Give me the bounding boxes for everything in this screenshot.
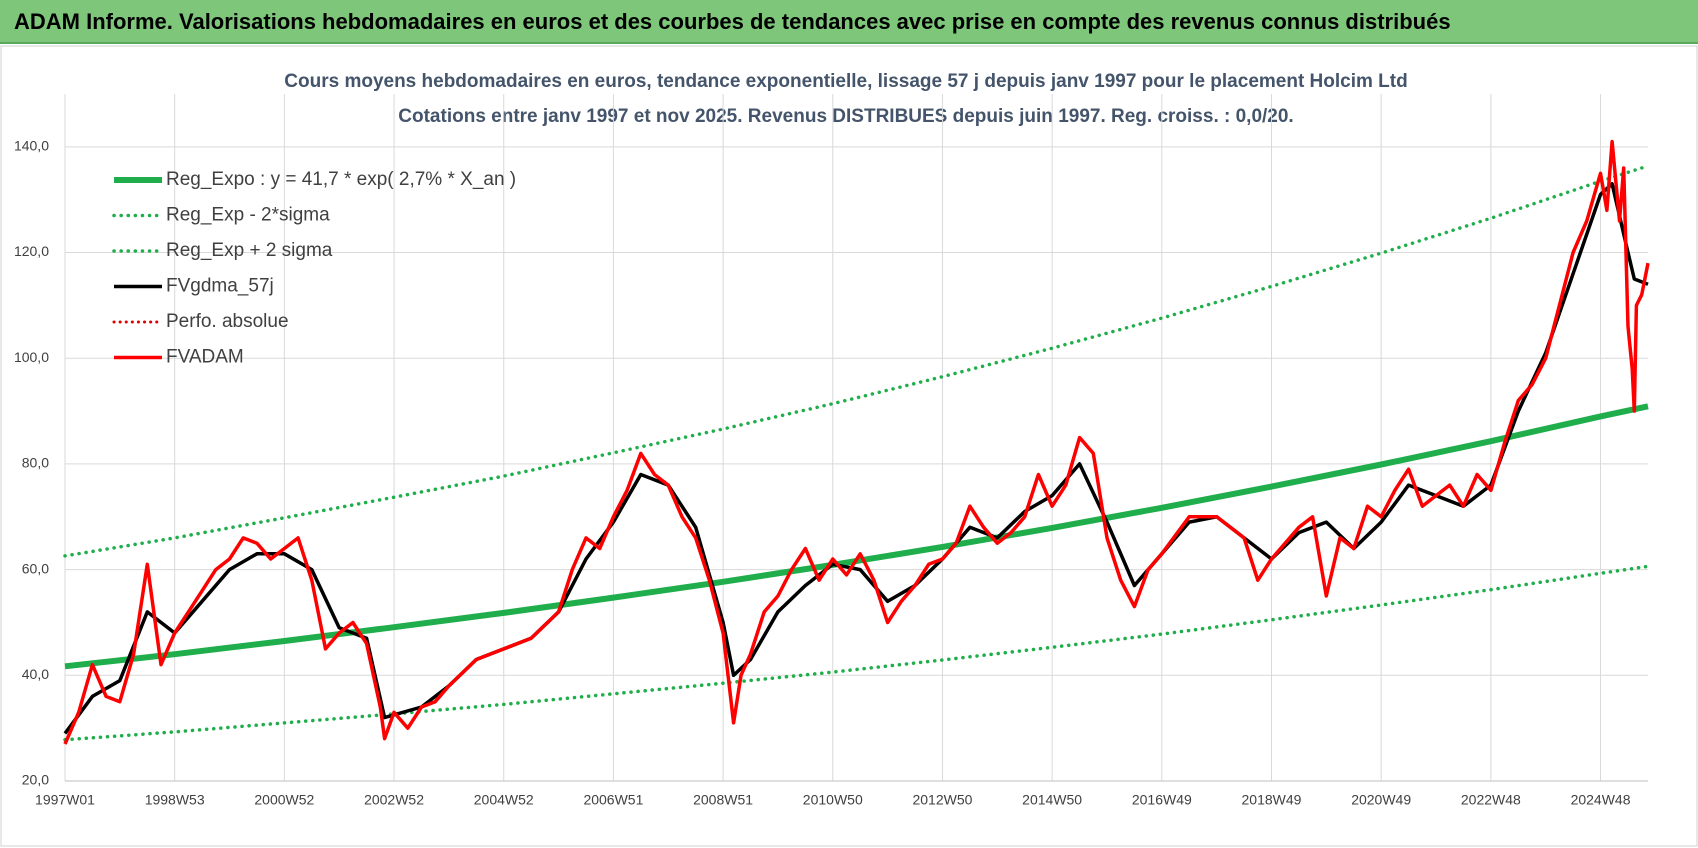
x-tick-label: 1998W53 <box>145 792 205 808</box>
x-tick-label: 2010W50 <box>803 792 863 808</box>
x-tick-label: 2000W52 <box>254 792 314 808</box>
x-tick-label: 2024W48 <box>1571 792 1631 808</box>
y-tick-label: 60,0 <box>22 560 49 576</box>
x-tick-label: 2014W50 <box>1022 792 1082 808</box>
chart: Cours moyens hebdomadaires en euros, ten… <box>0 45 1698 847</box>
legend-label: Reg_Exp - 2*sigma <box>166 205 330 226</box>
chart-subtitle: Cours moyens hebdomadaires en euros, ten… <box>284 71 1407 92</box>
series-line <box>63 139 1650 745</box>
series-line <box>63 164 1650 558</box>
x-tick-label: 2012W50 <box>912 792 972 808</box>
legend-label: FVgdma_57j <box>166 276 274 297</box>
x-tick-label: 2020W49 <box>1351 792 1411 808</box>
x-tick-label: 2006W51 <box>583 792 643 808</box>
header-bar: ADAM Informe. Valorisations hebdomadaire… <box>0 0 1698 44</box>
chart-frame <box>0 45 1698 847</box>
y-tick-label: 80,0 <box>22 455 49 471</box>
legend-label: FVADAM <box>166 347 244 368</box>
y-tick-label: 140,0 <box>14 138 49 154</box>
legend-label: Perfo. absolue <box>166 311 289 332</box>
legend-label: Reg_Exp + 2 sigma <box>166 240 333 261</box>
y-tick-label: 100,0 <box>14 349 49 365</box>
x-tick-label: 2022W48 <box>1461 792 1521 808</box>
x-tick-label: 2018W49 <box>1242 792 1302 808</box>
x-tick-label: 2016W49 <box>1132 792 1192 808</box>
legend-label: Reg_Expo : y = 41,7 * exp( 2,7% * X_an ) <box>166 169 516 190</box>
x-tick-label: 2008W51 <box>693 792 753 808</box>
y-tick-label: 20,0 <box>22 772 49 788</box>
x-tick-label: 1997W01 <box>35 792 95 808</box>
y-tick-label: 120,0 <box>14 243 49 259</box>
x-tick-label: 2004W52 <box>474 792 534 808</box>
series-line <box>64 403 1649 670</box>
chart-subtitle: Cotations entre janv 1997 et nov 2025. R… <box>398 106 1293 127</box>
x-tick-label: 2002W52 <box>364 792 424 808</box>
header-title: ADAM Informe. Valorisations hebdomadaire… <box>14 9 1451 34</box>
y-tick-label: 40,0 <box>22 666 49 682</box>
series-line <box>63 564 1650 742</box>
